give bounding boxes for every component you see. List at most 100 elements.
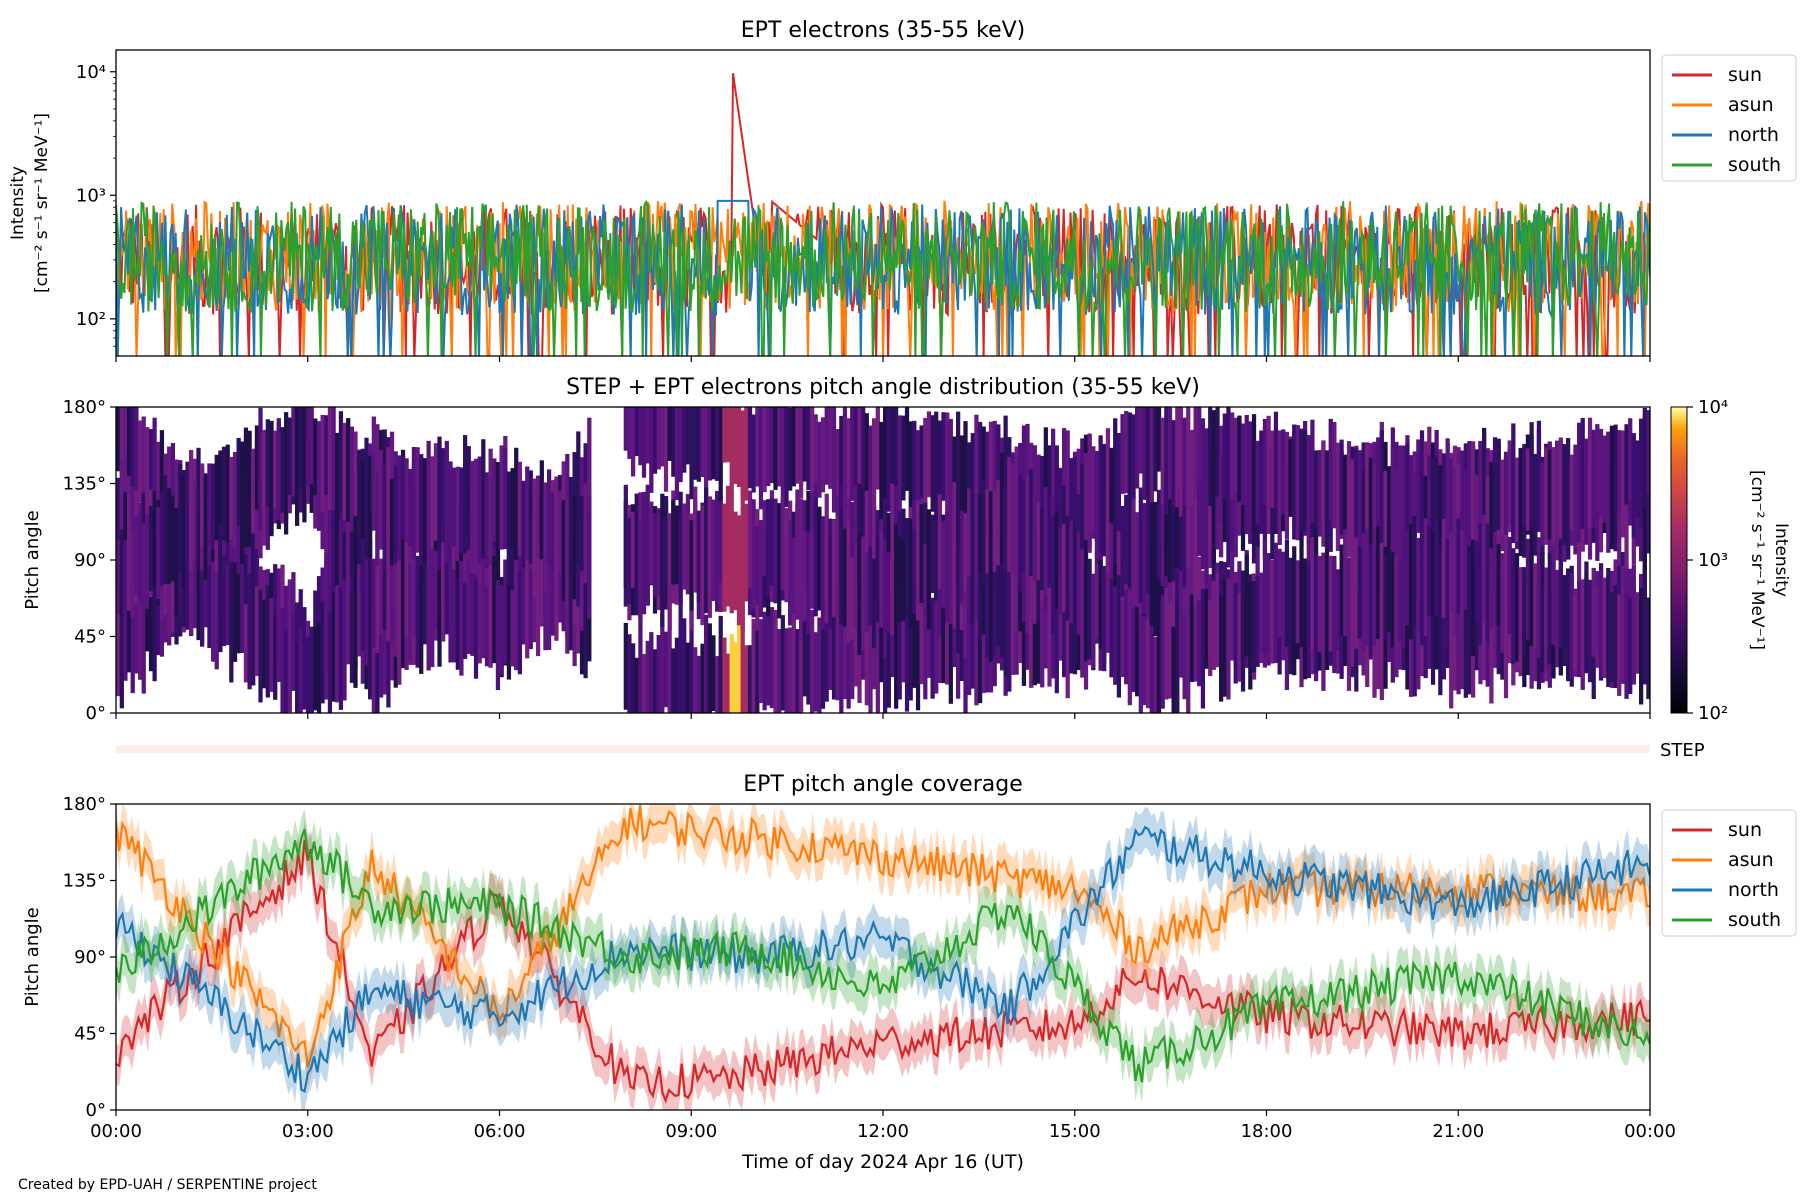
heatmap-cell	[1222, 579, 1227, 697]
heatmap-cell	[912, 529, 917, 614]
heatmap-cell	[1343, 454, 1348, 556]
heatmap-cell	[236, 573, 241, 654]
heatmap-cell	[831, 581, 837, 700]
heatmap-cell	[1566, 568, 1571, 682]
heatmap-cell	[1606, 568, 1611, 664]
heatmap-cell	[978, 559, 983, 641]
heatmap-cell	[470, 460, 475, 574]
heatmap-cell	[718, 407, 723, 502]
heatmap-cell	[1500, 553, 1505, 653]
heatmap-cell	[269, 420, 274, 537]
heatmap-cell	[853, 598, 859, 687]
heatmap-cell	[652, 513, 658, 597]
heatmap-cell	[930, 415, 935, 512]
heatmap-cell	[711, 407, 716, 480]
heatmap-cell	[327, 560, 333, 643]
heatmap-cell	[152, 576, 157, 682]
heatmap-cell	[788, 407, 793, 491]
y-tick-label: 45°	[74, 1024, 106, 1045]
heatmap-cell	[1193, 604, 1198, 682]
heatmap-cell	[1423, 475, 1428, 559]
heatmap-cell	[1193, 491, 1198, 585]
heatmap-cell	[510, 468, 515, 549]
x-tick-label: 18:00	[1241, 1121, 1293, 1142]
heatmap-cell	[269, 598, 274, 692]
heatmap-cell	[883, 539, 888, 659]
heatmap-cell	[1357, 546, 1363, 639]
heatmap-cell	[360, 533, 365, 651]
heatmap-cell	[937, 494, 943, 589]
heatmap-cell	[1266, 553, 1271, 652]
heatmap-cell	[715, 490, 720, 612]
heatmap-cell	[422, 458, 428, 537]
heatmap-cell	[777, 407, 782, 487]
coverage-line-asun	[116, 804, 1650, 1068]
heatmap-cell	[1149, 407, 1154, 503]
heatmap-cell	[1156, 489, 1162, 580]
heatmap-cell	[923, 544, 928, 622]
heatmap-cell	[1255, 440, 1260, 525]
heatmap-cell	[477, 456, 482, 564]
heatmap-cell	[1529, 527, 1534, 646]
heatmap-cell	[1547, 553, 1552, 665]
heatmap-cell	[1226, 464, 1231, 568]
heatmap-cell	[499, 584, 504, 676]
heatmap-cell	[1186, 478, 1191, 570]
heatmap-cell	[890, 556, 895, 636]
heatmap-cell	[952, 482, 957, 600]
heatmap-cell	[1021, 575, 1027, 686]
heatmap-cell	[1350, 459, 1355, 551]
heatmap-cell	[1025, 475, 1030, 573]
heatmap-cell	[579, 495, 585, 572]
heatmap-cell	[638, 520, 643, 621]
heatmap-cell	[1514, 457, 1520, 543]
heatmap-cell	[243, 604, 249, 683]
heatmap-cell	[1178, 486, 1184, 571]
heatmap-cell	[386, 525, 391, 642]
heatmap-cell	[178, 463, 183, 573]
x-tick-label: 03:00	[282, 1121, 334, 1142]
heatmap-cell	[1036, 502, 1041, 581]
heatmap-cell	[232, 452, 238, 548]
heatmap-cell	[1646, 460, 1650, 554]
heatmap-cell	[389, 479, 395, 566]
heatmap-cell	[484, 587, 490, 667]
heatmap-cell	[364, 544, 369, 666]
heatmap-cell	[159, 492, 165, 586]
heatmap-cell	[229, 494, 234, 610]
heatmap-cell	[799, 521, 804, 640]
heatmap-cell	[988, 491, 994, 585]
heatmap-cell	[883, 407, 888, 507]
heatmap-cell	[123, 591, 128, 681]
heatmap-cell	[368, 538, 373, 632]
heatmap-cell	[824, 524, 829, 624]
heatmap-cell	[1149, 625, 1154, 713]
heatmap-cell	[1175, 407, 1180, 508]
heatmap-cell	[696, 407, 701, 482]
heatmap-cell	[974, 530, 979, 620]
heatmap-cell	[298, 407, 303, 491]
heatmap-cell	[276, 418, 281, 520]
heatmap-cell	[817, 421, 822, 498]
heatmap-cell	[1120, 600, 1125, 678]
heatmap-cell	[948, 418, 953, 503]
heatmap-cell	[506, 471, 512, 586]
heatmap-cell	[437, 436, 442, 552]
heatmap-cell	[236, 520, 241, 624]
heatmap-cell	[1492, 590, 1498, 668]
heatmap-cell	[148, 505, 154, 592]
heatmap-cell	[824, 407, 829, 485]
heatmap-cell	[733, 513, 738, 601]
y-tick-label: 45°	[74, 627, 106, 648]
heatmap-cell	[1153, 407, 1158, 492]
heatmap-cell	[674, 505, 680, 584]
heatmap-cell	[1219, 425, 1224, 524]
heatmap-cell	[810, 609, 815, 713]
heatmap-cell	[1277, 430, 1282, 545]
heatmap-cell	[1043, 486, 1048, 597]
heatmap-cell	[525, 466, 530, 561]
heatmap-cell	[1240, 423, 1246, 505]
heatmap-cell	[463, 435, 468, 554]
heatmap-cell	[813, 414, 818, 492]
heatmap-cell	[831, 520, 837, 618]
